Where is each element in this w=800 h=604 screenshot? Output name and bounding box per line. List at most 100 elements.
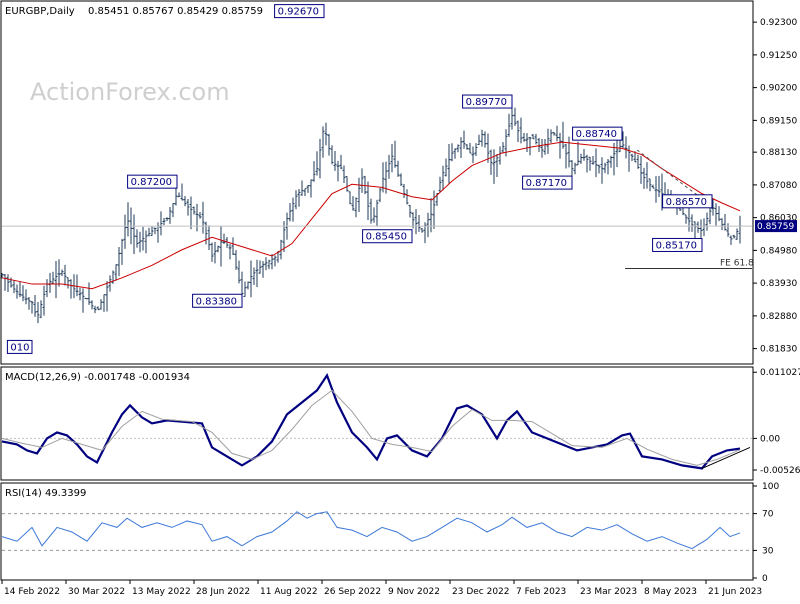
price-bar	[390, 143, 394, 173]
current-price-label: 0.85759	[757, 222, 794, 232]
price-annotation-label: 0.85450	[366, 232, 407, 243]
price-annotation-label: 0.86570	[666, 197, 707, 208]
price-bar	[300, 180, 304, 196]
price-bar	[438, 176, 442, 192]
price-bar	[126, 202, 130, 237]
price-bar	[81, 288, 85, 313]
price-bar	[138, 231, 142, 253]
price-bar	[726, 223, 730, 237]
price-bar	[189, 196, 193, 230]
price-bar	[303, 188, 307, 196]
price-bar	[555, 125, 559, 142]
price-bar	[324, 122, 328, 146]
price-bar	[480, 129, 484, 147]
price-bar	[651, 184, 655, 189]
price-bar	[606, 159, 610, 175]
price-bar	[570, 160, 574, 178]
price-bar	[528, 136, 532, 156]
price-bar	[366, 181, 370, 221]
x-tick-label: 13 May 2022	[132, 587, 191, 597]
macd-title: MACD(12,26,9) -0.001748 -0.001934	[5, 372, 190, 383]
price-pane-frame	[0, 0, 754, 365]
price-annotation: 0.85450	[362, 229, 413, 244]
macd-y-tick-label: -0.005267	[760, 466, 800, 476]
price-bar	[654, 176, 658, 203]
price-bar	[729, 235, 733, 245]
price-bar	[465, 144, 469, 150]
price-annotation-box	[6, 339, 33, 354]
price-bar	[42, 285, 46, 316]
price-bar	[420, 227, 424, 233]
current-price-tag	[755, 220, 797, 233]
price-bar	[231, 237, 235, 255]
x-tick-label: 21 Jun 2023	[708, 587, 762, 597]
price-bar	[33, 294, 37, 317]
price-bar	[15, 284, 19, 299]
price-bar	[492, 149, 496, 184]
price-annotation-box	[662, 194, 713, 209]
x-axis: 14 Feb 2022 30 Mar 2022 13 May 2022 28 Jun …	[1, 580, 762, 597]
price-bar	[642, 167, 646, 189]
price-bar	[12, 279, 16, 294]
price-annotation: 0.89770	[462, 94, 513, 109]
price-bar	[30, 300, 34, 314]
price-annotation: 0.88740	[572, 126, 623, 141]
price-y-tick-label: 0.92300	[760, 18, 797, 28]
price-y-tick-label: 0.90200	[760, 84, 797, 94]
price-bar	[168, 207, 172, 224]
price-bar	[501, 142, 505, 154]
price-bar	[186, 198, 190, 216]
price-bar	[18, 281, 22, 298]
price-annotation-label: 010	[10, 342, 29, 353]
rsi-y-tick-label: 30	[762, 546, 774, 556]
price-bar	[96, 306, 100, 311]
price-bar	[222, 233, 226, 244]
x-tick-label: 7 Feb 2023	[516, 587, 566, 597]
price-annotation-label: 0.92670	[278, 7, 319, 18]
price-bar	[624, 136, 628, 159]
price-annotation: 0.92670	[274, 4, 325, 19]
price-bar	[474, 143, 478, 156]
price-bar	[522, 132, 526, 142]
price-bar	[723, 214, 727, 231]
price-bar	[159, 211, 163, 236]
price-bar	[453, 148, 457, 159]
price-bar	[573, 162, 577, 175]
price-annotation-box	[652, 237, 703, 252]
price-bar	[372, 207, 376, 223]
x-tick-label: 23 Dec 2022	[452, 587, 510, 597]
price-annotations: 0.92670 0.89770 0.88740 0.87200 0.87170 0.865…	[6, 4, 713, 354]
price-bar	[696, 221, 700, 233]
price-bar	[51, 271, 55, 285]
price-bar	[645, 162, 649, 189]
price-bar	[90, 300, 94, 310]
price-bar	[450, 143, 454, 162]
price-annotation: 0.87200	[127, 174, 178, 189]
price-y-tick-label: 0.82880	[760, 312, 797, 322]
price-bar	[327, 133, 331, 156]
price-bar	[561, 121, 565, 149]
price-bar	[249, 260, 253, 298]
price-bar	[567, 136, 571, 168]
price-bar	[183, 195, 187, 207]
price-bar	[54, 260, 58, 299]
price-bar	[444, 158, 448, 177]
price-bar	[471, 146, 475, 164]
price-bar	[636, 154, 640, 169]
price-bar	[660, 173, 664, 211]
fe-line-label: FE 61.8	[720, 258, 754, 268]
price-bar	[441, 165, 445, 191]
price-annotation-label: 0.87170	[526, 178, 567, 189]
price-bar	[84, 297, 88, 300]
price-bar	[600, 157, 604, 184]
price-y-tick-label: 0.91250	[760, 51, 797, 61]
price-bar	[597, 164, 601, 174]
price-bar	[240, 271, 244, 295]
price-bar	[591, 155, 595, 165]
price-annotation-box	[127, 174, 178, 189]
price-bar	[507, 113, 511, 137]
price-bar	[717, 206, 721, 222]
price-y-tick-label: 0.86030	[760, 214, 797, 224]
